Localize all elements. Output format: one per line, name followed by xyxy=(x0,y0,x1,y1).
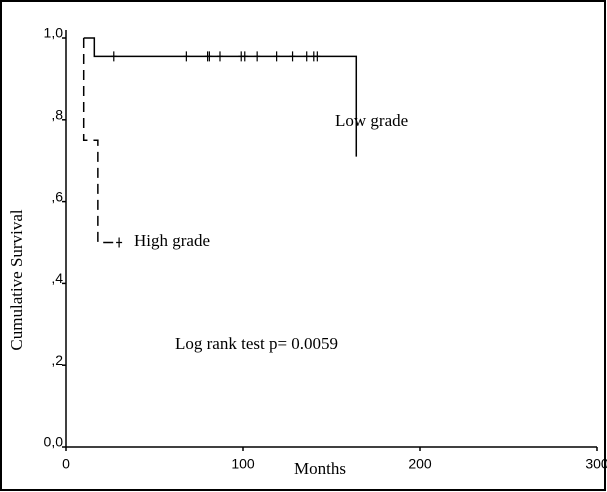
x-tick-label: 100 xyxy=(231,456,255,472)
y-tick-label: ,8 xyxy=(51,107,63,123)
y-axis-label: Cumulative Survival xyxy=(7,209,26,350)
censor-mark xyxy=(183,51,190,62)
y-tick-label: ,4 xyxy=(51,270,63,286)
y-tick-label: ,6 xyxy=(51,188,63,204)
censor-mark xyxy=(241,51,248,62)
series-label: High grade xyxy=(134,231,210,250)
y-tick-label: 0,0 xyxy=(44,434,64,450)
censor-mark xyxy=(116,237,123,248)
censor-mark xyxy=(273,51,280,62)
y-tick-label: 1,0 xyxy=(44,25,64,41)
censor-mark xyxy=(289,51,296,62)
censor-mark xyxy=(216,51,223,62)
annotation: Log rank test p= 0.0059 xyxy=(175,334,338,353)
x-tick-label: 200 xyxy=(408,456,432,472)
x-tick-label: 300 xyxy=(585,456,607,472)
censor-mark xyxy=(303,51,310,62)
survival-line xyxy=(83,37,358,157)
censor-mark xyxy=(254,51,261,62)
censor-mark xyxy=(206,51,213,62)
x-axis-label: Months xyxy=(294,459,346,478)
y-tick-label: ,2 xyxy=(51,352,63,368)
survival-line xyxy=(82,38,120,244)
censor-mark xyxy=(110,51,117,62)
series-label: Low grade xyxy=(335,111,408,130)
x-tick-label: 0 xyxy=(62,456,70,472)
censor-mark xyxy=(314,51,321,62)
